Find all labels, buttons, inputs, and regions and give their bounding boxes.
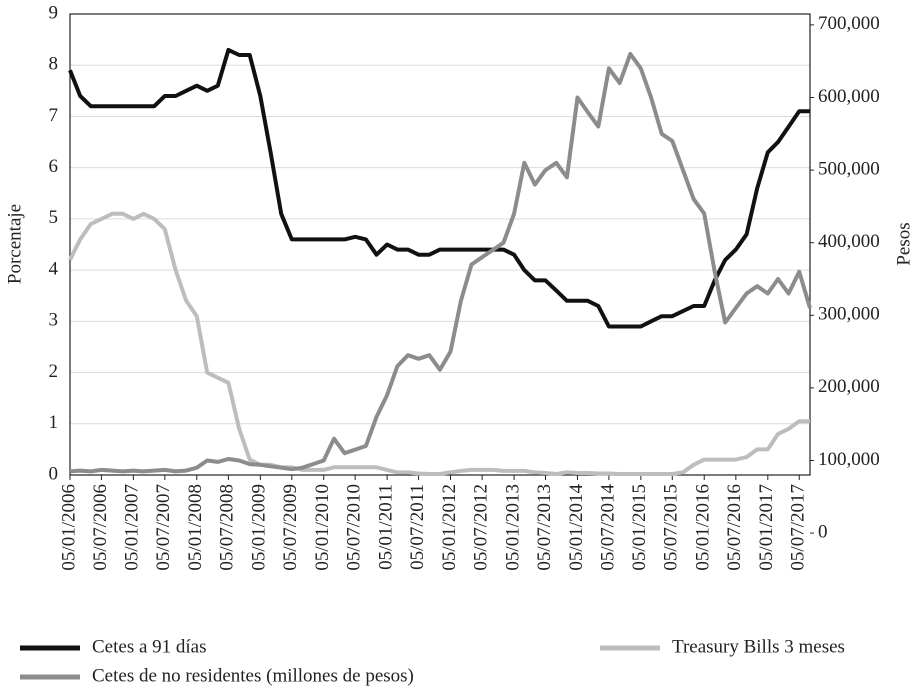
y-tick-label: 6	[49, 156, 59, 177]
series-line	[69, 51, 812, 474]
x-tick-label: 05/07/2007	[153, 484, 174, 571]
x-tick-label: 05/01/2012	[439, 484, 460, 571]
y2-tick-label: 500,000	[818, 158, 880, 179]
y-tick-label: 8	[49, 54, 59, 75]
x-tick-label: 05/01/2007	[122, 484, 143, 571]
legend-label: Cetes de no residentes (millones de peso…	[92, 665, 414, 686]
x-tick-label: 05/07/2011	[407, 484, 428, 570]
x-tick-label: 05/01/2008	[185, 484, 206, 571]
x-tick-label: 05/07/2008	[217, 484, 238, 571]
series-line	[68, 211, 810, 476]
x-tick-label: 05/01/2010	[312, 484, 333, 571]
y-tick-label: 7	[49, 105, 59, 126]
x-tick-label: 05/01/2015	[629, 484, 650, 571]
y2-tick-label: 700,000	[818, 13, 880, 34]
x-tick-label: 05/01/2016	[693, 484, 714, 571]
x-tick-label: 05/07/2017	[788, 484, 809, 571]
x-tick-label: 05/07/2006	[90, 484, 111, 571]
x-tick-label: 05/01/2013	[502, 484, 523, 571]
x-tick-label: 05/07/2015	[661, 484, 682, 571]
y-tick-label: 0	[49, 463, 59, 484]
x-tick-label: 05/01/2006	[58, 484, 79, 571]
y2-tick-label: 600,000	[818, 86, 880, 107]
y2-tick-label: 100,000	[818, 449, 880, 470]
x-tick-label: 05/07/2009	[280, 484, 301, 571]
series-line	[68, 47, 810, 329]
x-tick-label: 05/01/2009	[249, 484, 270, 571]
x-tick-label: 05/07/2012	[470, 484, 491, 571]
y2-axis-label: Pesos	[893, 222, 914, 265]
legend-label: Cetes a 91 días	[92, 636, 207, 657]
y2-tick-label: 200,000	[818, 376, 880, 397]
y2-tick-label: 300,000	[818, 304, 880, 325]
y-tick-label: 3	[49, 310, 59, 331]
y-tick-label: 2	[49, 361, 59, 382]
plot-frame	[69, 13, 811, 476]
x-tick-label: 05/07/2010	[344, 484, 365, 571]
y-tick-label: 4	[49, 258, 59, 279]
y2-tick-label: 400,000	[818, 231, 880, 252]
y2-tick-label: 0	[818, 521, 828, 542]
x-tick-label: 05/07/2013	[534, 484, 555, 571]
y-tick-label: 5	[49, 207, 59, 228]
y-axis-label: Porcentaje	[4, 204, 25, 284]
y-tick-label: 1	[49, 412, 59, 433]
y-tick-label: 9	[49, 2, 59, 23]
legend-label: Treasury Bills 3 meses	[672, 636, 845, 657]
x-tick-label: 05/01/2011	[375, 484, 396, 570]
x-tick-label: 05/07/2014	[597, 484, 618, 571]
x-tick-label: 05/01/2017	[756, 484, 777, 571]
x-tick-label: 05/07/2016	[724, 484, 745, 571]
x-tick-label: 05/01/2014	[566, 484, 587, 571]
